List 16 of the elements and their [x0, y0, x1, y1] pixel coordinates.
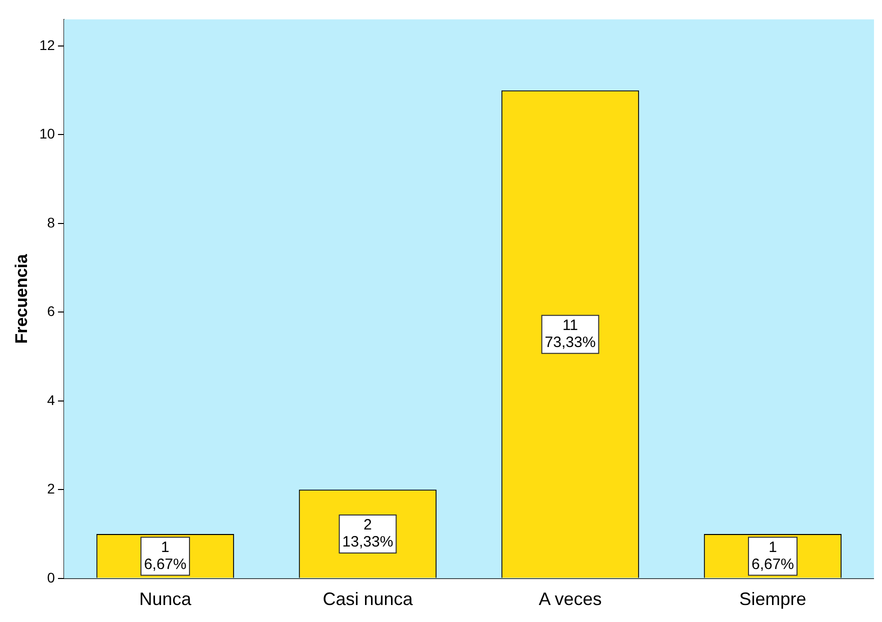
y-axis-title: Frecuencia: [12, 253, 31, 344]
data-label: 1 6,67%: [144, 538, 186, 573]
y-tick-label: 0: [47, 569, 56, 586]
y-tick-label: 10: [39, 126, 56, 142]
data-label: 2 13,33%: [342, 516, 394, 551]
data-label: 11 73,33%: [544, 317, 596, 352]
data-label: 1 6,67%: [751, 538, 794, 573]
y-tick-label: 8: [47, 214, 56, 230]
y-tick-label: 2: [47, 480, 56, 497]
y-tick-label: 12: [39, 36, 56, 53]
x-tick-label: Casi nunca: [322, 589, 414, 610]
x-tick-label: Siempre: [739, 589, 806, 610]
y-tick-label: 4: [47, 392, 56, 408]
x-tick-label: Nunca: [139, 589, 192, 610]
y-tick-label: 6: [47, 303, 56, 320]
x-tick-label: A veces: [538, 589, 602, 610]
